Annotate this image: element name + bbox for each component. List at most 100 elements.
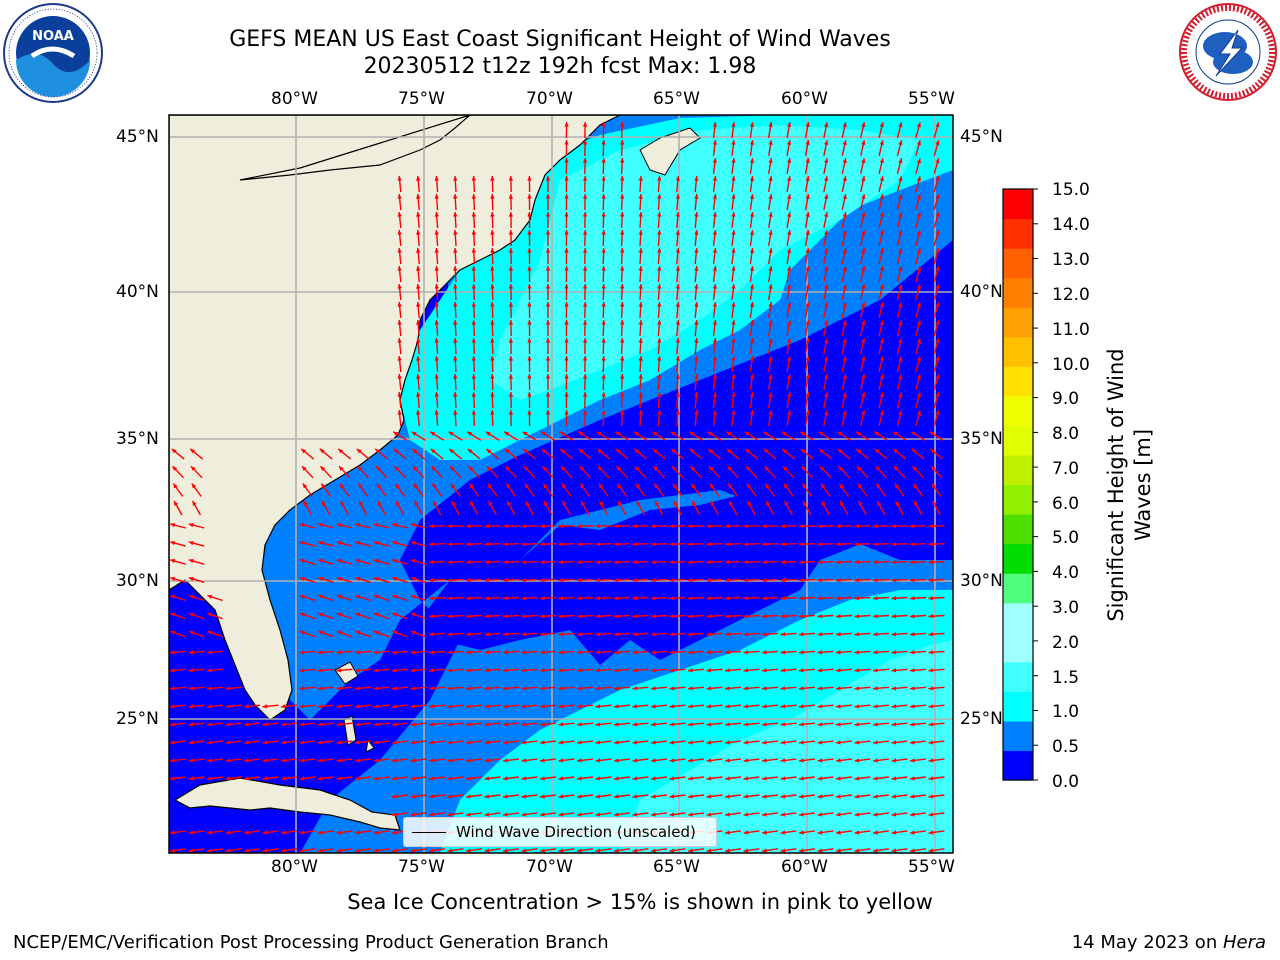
wave-arrow	[706, 740, 723, 745]
wave-arrow	[632, 704, 649, 709]
wave-arrow	[909, 686, 927, 691]
wave-arrow	[540, 794, 556, 799]
wave-arrow	[539, 632, 557, 637]
wave-arrow	[486, 465, 499, 479]
wave-arrow	[687, 704, 705, 709]
wave-arrow	[431, 483, 443, 497]
wave-arrow	[768, 319, 773, 337]
wave-arrow	[712, 248, 718, 264]
wave-arrow	[620, 121, 625, 139]
wave-arrow	[373, 830, 390, 835]
wave-arrow	[373, 668, 390, 673]
wave-arrow	[761, 578, 779, 583]
wave-arrow	[601, 175, 606, 193]
wave-arrow	[620, 175, 625, 193]
wave-arrow	[762, 794, 778, 799]
wave-arrow	[484, 740, 501, 745]
wave-arrow	[527, 409, 532, 427]
wave-arrow	[410, 650, 427, 655]
wave-arrow	[780, 740, 797, 745]
lon-label-bottom-55w: 55°W	[908, 857, 955, 877]
wave-arrow	[669, 722, 686, 727]
wave-arrow	[799, 758, 815, 763]
wave-arrow	[595, 632, 612, 637]
wave-arrow	[508, 175, 514, 193]
wave-arrow	[694, 355, 699, 373]
wave-arrow	[558, 524, 575, 529]
wave-arrow	[188, 576, 205, 583]
wave-arrow	[281, 758, 297, 763]
wave-arrow	[749, 356, 755, 372]
wave-arrow	[336, 541, 353, 547]
wave-arrow	[894, 483, 905, 497]
wave-arrow	[576, 848, 594, 853]
wave-arrow	[749, 374, 755, 390]
wave-arrow	[429, 776, 445, 781]
wave-arrow	[564, 283, 569, 301]
wave-arrow	[687, 650, 705, 655]
wave-arrow	[539, 578, 557, 583]
wave-arrow	[595, 596, 612, 601]
wave-arrow	[928, 524, 945, 529]
wave-arrow	[817, 560, 834, 565]
wave-arrow	[484, 668, 501, 673]
wave-arrow	[392, 558, 408, 565]
wave-arrow	[508, 283, 514, 301]
wave-arrow	[502, 722, 520, 727]
wave-arrow	[786, 139, 792, 157]
wave-arrow	[743, 686, 760, 691]
wave-arrow	[471, 409, 476, 427]
wave-arrow	[416, 265, 421, 283]
wave-arrow	[318, 576, 334, 583]
wave-arrow	[657, 391, 662, 409]
wave-arrow	[872, 524, 890, 529]
wave-arrow	[336, 776, 353, 781]
wave-arrow	[620, 229, 625, 247]
wave-arrow	[896, 320, 903, 336]
wave-arrow	[447, 524, 464, 529]
wave-arrow	[823, 230, 829, 246]
wave-arrow	[632, 722, 649, 727]
wave-arrow	[465, 614, 483, 619]
wave-arrow	[712, 338, 718, 354]
wave-arrow	[928, 758, 945, 763]
wave-arrow	[896, 374, 903, 390]
wave-arrow	[675, 409, 680, 427]
wave-arrow	[669, 542, 686, 547]
cb-tick-6.0: 6.0	[1052, 494, 1080, 514]
wave-arrow	[632, 668, 649, 673]
wave-arrow	[558, 578, 575, 583]
wave-arrow	[262, 704, 279, 709]
colorbar-segment	[1003, 336, 1033, 367]
wave-arrow	[707, 448, 722, 460]
wave-arrow	[872, 596, 890, 601]
wave-arrow	[576, 632, 594, 637]
wave-arrow	[749, 230, 755, 246]
wave-arrow	[410, 776, 427, 781]
wave-arrow	[878, 248, 884, 264]
wave-arrow	[675, 391, 680, 409]
wave-arrow	[355, 630, 371, 638]
wave-arrow	[687, 722, 705, 727]
wave-arrow	[434, 301, 439, 319]
wave-arrow	[410, 612, 427, 620]
wave-arrow	[471, 301, 476, 319]
wave-arrow	[817, 740, 834, 745]
wave-arrow	[798, 650, 816, 655]
wave-arrow	[635, 483, 646, 497]
wave-arrow	[706, 668, 723, 673]
lon-label-top-55w: 55°W	[908, 89, 955, 109]
wave-arrow	[836, 794, 852, 799]
wave-arrow	[694, 373, 699, 391]
wave-arrow	[798, 542, 816, 547]
wave-arrow	[804, 157, 810, 175]
map-legend: Wind Wave Direction (unscaled)	[403, 817, 717, 847]
wave-arrow	[762, 431, 778, 441]
colorbar-segment	[1003, 720, 1033, 752]
wave-arrow	[429, 794, 445, 799]
wave-arrow	[731, 374, 736, 390]
wave-arrow	[428, 686, 446, 691]
wave-arrow	[527, 265, 532, 283]
wave-arrow	[416, 319, 421, 337]
wave-arrow	[595, 686, 612, 691]
